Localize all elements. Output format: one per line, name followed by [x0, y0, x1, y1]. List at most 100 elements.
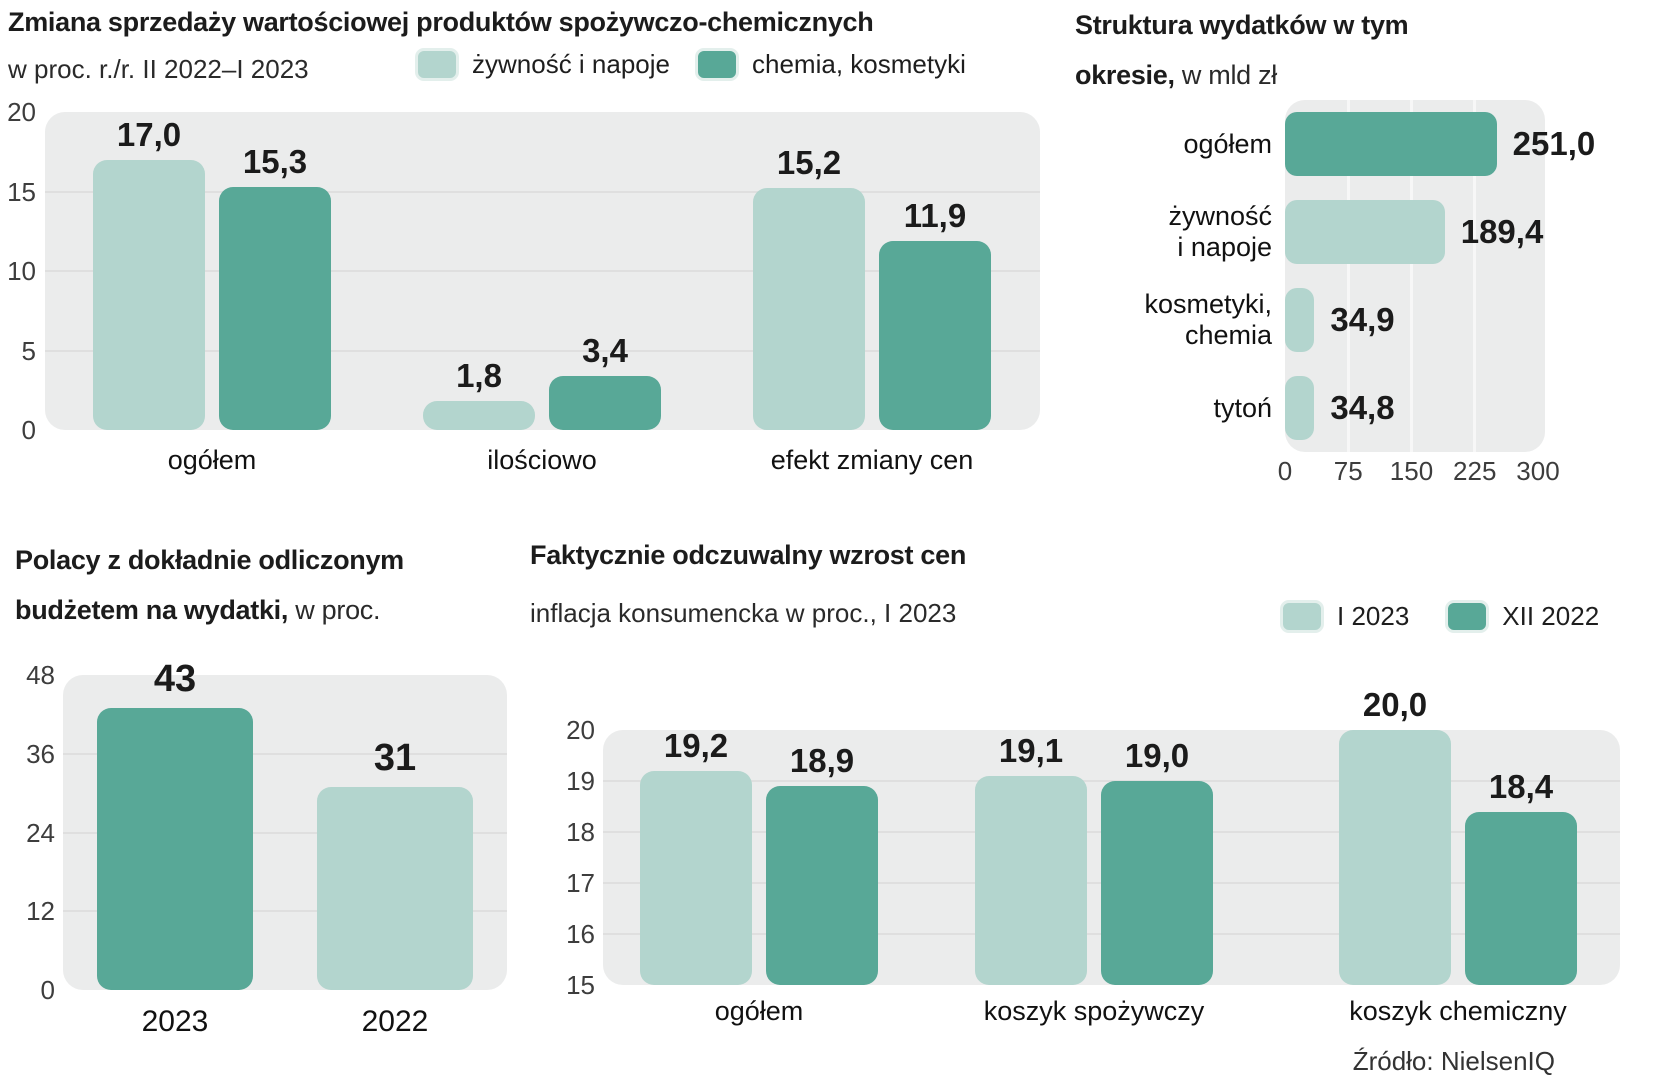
chart-d-legend-label-0: I 2023 — [1337, 601, 1410, 631]
chart-c-title-line2-bold: budżetem na wydatki, — [15, 595, 289, 625]
exact-budget-ytick-48: 48 — [26, 660, 55, 690]
sales-change-bar-0-0-value-label: 17,0 — [116, 115, 182, 153]
sales-change-gridline-5 — [45, 349, 1040, 352]
sales-change-ytick-15: 15 — [7, 176, 36, 207]
spending-structure-gridline-75 — [1346, 100, 1350, 452]
chart-b-title-line2-normal: w mld zł — [1181, 60, 1277, 90]
perceived-inflation-bar-2-0-value-label: 20,0 — [1362, 686, 1428, 724]
perceived-inflation-bar-0-0 — [640, 770, 752, 985]
perceived-inflation-bar-2-1-value-label: 18,4 — [1488, 767, 1554, 805]
chart-d-legend-swatch-1 — [1445, 600, 1490, 633]
chart-a-legend-item-0: żywność i napoje — [415, 48, 670, 81]
sales-change-category-0: ogółem — [167, 445, 257, 475]
spending-structure-bar-1-value-label: 189,4 — [1460, 213, 1544, 250]
spending-structure-category-1: żywność i napoje — [1168, 201, 1272, 262]
perceived-inflation-bar-0-1-value-label: 18,9 — [789, 742, 855, 780]
sales-change-ytick-10: 10 — [7, 256, 36, 286]
exact-budget-bar-1 — [317, 786, 473, 990]
exact-budget-bar-0-value-label: 43 — [153, 658, 197, 701]
perceived-inflation-bar-2-1 — [1465, 811, 1577, 985]
perceived-inflation-bar-2-0 — [1339, 730, 1451, 985]
perceived-inflation-ytick-15: 15 — [566, 970, 595, 1000]
perceived-inflation-bar-1-1-value-label: 19,0 — [1124, 737, 1190, 775]
sales-change-bar-1-1 — [549, 375, 661, 430]
sales-change-bar-0-0 — [93, 159, 205, 430]
perceived-inflation-category-1: koszyk spożywczy — [983, 996, 1205, 1026]
perceived-inflation-bar-0-0-value-label: 19,2 — [663, 726, 729, 764]
chart-a-title: Zmiana sprzedaży wartościowej produktów … — [8, 7, 874, 37]
exact-budget-bar-0 — [97, 707, 253, 990]
exact-budget-gridline-24 — [63, 831, 507, 834]
sales-change-bar-1-0-value-label: 1,8 — [456, 357, 502, 395]
sales-change-gridline-15 — [45, 190, 1040, 193]
chart-c-title-line1: Polacy z dokładnie odliczonym — [15, 545, 404, 575]
chart-a-subtitle: w proc. r./r. II 2022–I 2023 — [8, 54, 309, 84]
source-credit: Źródło: NielsenIQ — [1352, 1046, 1555, 1076]
perceived-inflation-ytick-20: 20 — [566, 715, 595, 745]
chart-d-legend-item-1: XII 2022 — [1445, 600, 1599, 633]
perceived-inflation-bar-1-1 — [1101, 781, 1213, 985]
sales-change-category-1: ilościowo — [487, 445, 597, 475]
spending-structure-bar-3 — [1285, 376, 1315, 440]
chart-d-legend-swatch-0 — [1280, 600, 1324, 633]
sales-change-ytick-20: 20 — [7, 97, 36, 127]
spending-structure-xtick-150: 150 — [1389, 456, 1434, 486]
exact-budget-ytick-0: 0 — [40, 975, 55, 1005]
spending-structure-xtick-300: 300 — [1516, 456, 1560, 486]
chart-c-title: Polacy z dokładnie odliczonym budżetem n… — [15, 535, 535, 635]
sales-change-bar-0-1 — [219, 186, 331, 430]
sales-change-bar-1-0 — [423, 401, 535, 430]
spending-structure-gridline-150 — [1410, 100, 1413, 452]
perceived-inflation-ytick-18: 18 — [566, 817, 595, 847]
sales-change-bar-2-1-value-label: 11,9 — [903, 196, 967, 234]
exact-budget-plot-area: 43 31 — [63, 658, 507, 990]
spending-structure-gridline-225 — [1473, 100, 1477, 452]
sales-change-bar-0-1-value-label: 15,3 — [242, 142, 308, 180]
spending-structure-category-0: ogółem — [1183, 128, 1272, 159]
spending-structure-bar-0 — [1285, 112, 1497, 176]
exact-budget-bar-1-value-label: 31 — [373, 736, 417, 779]
perceived-inflation-ytick-19: 19 — [566, 766, 595, 796]
exact-budget-ytick-24: 24 — [26, 817, 55, 848]
spending-structure-bar-1 — [1285, 200, 1445, 264]
sales-change-ytick-0: 0 — [21, 415, 36, 445]
spending-structure-bar-2-value-label: 34,9 — [1330, 301, 1395, 338]
sales-change-category-2: efekt zmiany cen — [770, 445, 974, 475]
exact-budget-category-0: 2023 — [141, 1005, 209, 1038]
exact-budget-ytick-36: 36 — [26, 738, 55, 769]
sales-change-ytick-5: 5 — [21, 335, 36, 366]
perceived-inflation-ytick-17: 17 — [566, 868, 595, 898]
chart-a-legend: żywność i napoje chemia, kosmetyki — [415, 48, 966, 81]
perceived-inflation-plot-area: 19,2 18,9 19,1 19,0 20,0 18,4 — [603, 686, 1620, 985]
spending-structure-bar-0-value-label: 251,0 — [1512, 125, 1596, 162]
exact-budget-ytick-12: 12 — [26, 896, 55, 927]
spending-structure-xtick-75: 75 — [1333, 456, 1363, 486]
spending-structure-xtick-225: 225 — [1453, 456, 1497, 486]
perceived-inflation-ytick-16: 16 — [566, 919, 595, 949]
spending-structure-plot-area: 251,0 189,4 34,9 34,8 — [1285, 100, 1595, 452]
chart-c-title-line2-normal: w proc. — [295, 595, 381, 625]
chart-d-title: Faktycznie odczuwalny wzrost cen — [530, 540, 967, 570]
chart-d-legend-item-0: I 2023 — [1280, 600, 1409, 633]
chart-a-legend-item-1: chemia, kosmetyki — [695, 48, 966, 81]
sales-change-gridline-10 — [45, 270, 1040, 272]
spending-structure-category-2: kosmetyki, chemia — [1144, 289, 1272, 350]
chart-d-legend: I 2023 XII 2022 — [1280, 600, 1599, 633]
exact-budget-gridline-36 — [63, 752, 507, 755]
chart-a-legend-label-0: żywność i napoje — [472, 49, 670, 79]
perceived-inflation-category-0: ogółem — [714, 996, 804, 1026]
spending-structure-category-3: tytoń — [1213, 392, 1272, 423]
perceived-inflation-bar-1-0-value-label: 19,1 — [998, 731, 1064, 769]
sales-change-plot-area: 17,0 15,3 1,8 3,4 15,2 11,9 — [45, 112, 1040, 430]
exact-budget-category-1: 2022 — [361, 1005, 429, 1038]
spending-structure-bar-3-value-label: 34,8 — [1330, 389, 1395, 426]
chart-b-title-line2-bold: okresie, — [1075, 60, 1175, 90]
chart-b-title: Struktura wydatków w tym okresie, w mld … — [1075, 0, 1635, 100]
spending-structure-xtick-0: 0 — [1277, 456, 1293, 486]
sales-change-bar-2-0 — [753, 188, 865, 430]
chart-b-title-line1: Struktura wydatków w tym — [1075, 10, 1409, 40]
exact-budget-gridline-12 — [63, 910, 507, 913]
chart-a-legend-swatch-0 — [415, 48, 459, 81]
chart-a-legend-label-1: chemia, kosmetyki — [752, 49, 966, 79]
